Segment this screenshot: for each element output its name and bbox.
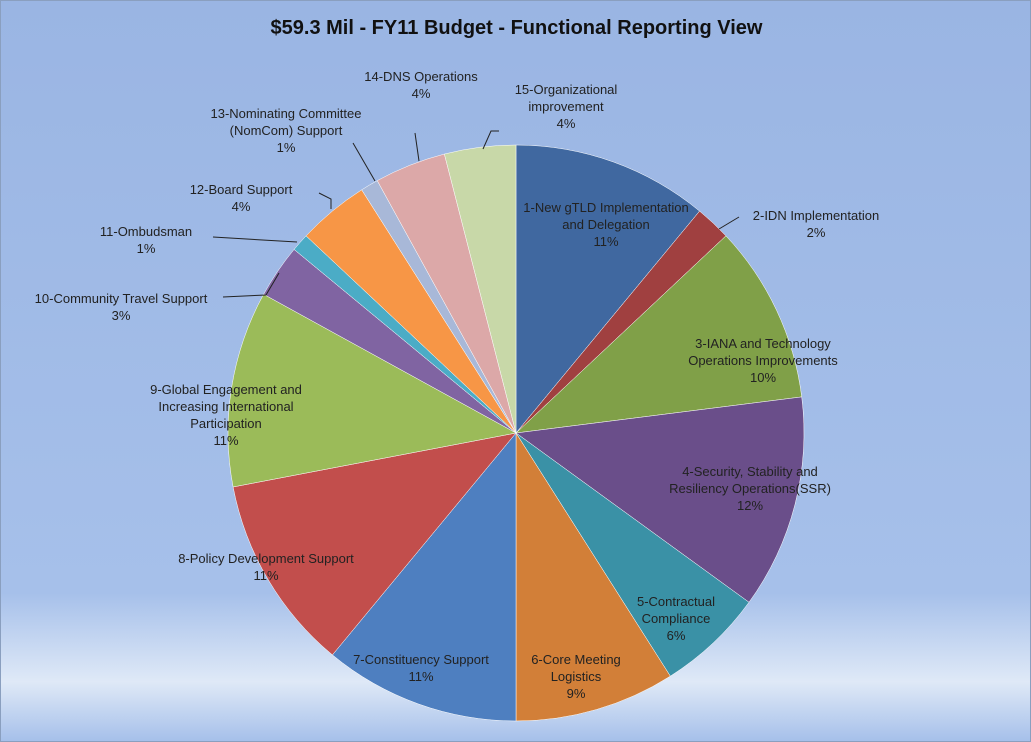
leader-line <box>414 132 420 162</box>
pie-slice <box>444 144 517 434</box>
value-label: 1% <box>136 241 156 256</box>
category-label: 7-Constituency Support <box>353 652 489 667</box>
category-label: 4-Security, Stability and Resiliency Ope… <box>669 464 831 496</box>
value-label: 3% <box>111 308 131 323</box>
data-label: 13-Nominating Committee (NomCom) Support… <box>191 105 381 156</box>
value-label: 11% <box>408 669 434 684</box>
pie-slice <box>515 144 700 434</box>
data-label: 4-Security, Stability and Resiliency Ope… <box>655 463 845 514</box>
category-label: 9-Global Engagement and Increasing Inter… <box>150 382 302 431</box>
chart-title: $59.3 Mil - FY11 Budget - Functional Rep… <box>270 17 763 39</box>
leader-line <box>482 130 499 150</box>
data-label: 10-Community Travel Support 3% <box>1 290 241 324</box>
pie-slice <box>227 293 517 488</box>
value-label: 4% <box>411 86 431 101</box>
category-label: 14-DNS Operations <box>364 69 478 84</box>
data-label: 1-New gTLD Implementation and Delegation… <box>521 199 691 250</box>
category-label: 1-New gTLD Implementation and Delegation <box>523 200 689 232</box>
leader-lines <box>212 130 740 298</box>
leader-line <box>222 272 280 298</box>
value-label: 12% <box>736 498 764 513</box>
leader-line <box>718 216 740 230</box>
value-label: 10% <box>749 370 777 385</box>
data-label: 3-IANA and Technology Operations Improve… <box>673 335 853 386</box>
data-label: 8-Policy Development Support 11% <box>151 550 381 584</box>
value-label: 1% <box>276 140 296 155</box>
category-label: 8-Policy Development Support <box>178 551 354 566</box>
category-label: 5-Contractual Compliance <box>636 594 716 626</box>
category-label: 10-Community Travel Support <box>34 291 208 306</box>
leader-line <box>352 142 376 182</box>
leader-line <box>318 192 332 209</box>
category-label: 3-IANA and Technology Operations Improve… <box>688 336 838 368</box>
data-label: 5-Contractual Compliance 6% <box>621 593 731 644</box>
value-label: 4% <box>231 199 251 214</box>
value-label: 9% <box>566 686 586 701</box>
value-label: 11% <box>253 568 279 583</box>
data-label: 2-IDN Implementation 2% <box>731 207 901 241</box>
pie-slice <box>332 432 517 722</box>
pie-slice <box>515 235 803 434</box>
data-label: 9-Global Engagement and Increasing Inter… <box>126 381 326 449</box>
data-label: 7-Constituency Support 11% <box>341 651 501 685</box>
category-label: 6-Core Meeting Logistics <box>531 652 621 684</box>
data-label: 12-Board Support 4% <box>176 181 306 215</box>
value-label: 4% <box>556 116 576 131</box>
value-label: 6% <box>666 628 686 643</box>
data-label: 11-Ombudsman 1% <box>71 223 221 257</box>
leader-line <box>212 236 298 243</box>
category-label: 2-IDN Implementation <box>752 208 880 223</box>
data-label: 6-Core Meeting Logistics 9% <box>521 651 631 702</box>
category-label: 12-Board Support <box>189 182 293 197</box>
category-label: 13-Nominating Committee (NomCom) Support <box>210 106 362 138</box>
pie-slice <box>515 432 671 722</box>
category-label: 15-Organizational improvement <box>514 82 618 114</box>
data-label: 15-Organizational improvement 4% <box>496 81 636 132</box>
value-label: 11% <box>213 433 239 448</box>
pie-slice <box>515 396 805 603</box>
value-label: 11% <box>593 234 619 249</box>
pie-slice <box>232 432 517 656</box>
data-label: 14-DNS Operations 4% <box>346 68 496 102</box>
category-label: 11-Ombudsman <box>99 224 193 239</box>
value-label: 2% <box>806 225 826 240</box>
